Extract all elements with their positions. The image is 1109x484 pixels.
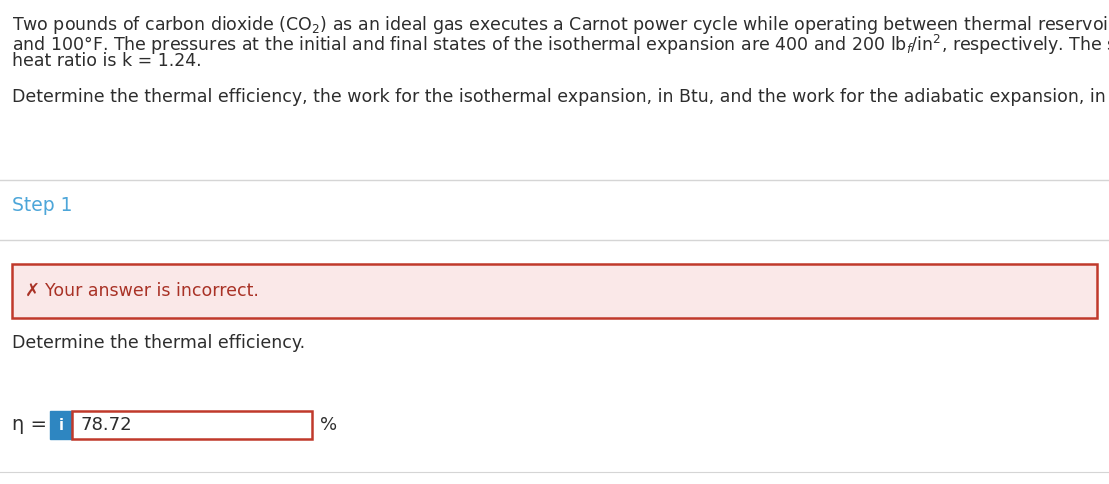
Text: 78.72: 78.72 (80, 416, 132, 434)
Text: η =: η = (12, 415, 47, 435)
Text: i: i (59, 418, 63, 433)
Text: Your answer is incorrect.: Your answer is incorrect. (45, 282, 260, 300)
Text: Determine the thermal efficiency.: Determine the thermal efficiency. (12, 334, 305, 352)
Text: %: % (321, 416, 337, 434)
Text: Two pounds of carbon dioxide (CO$_2$) as an ideal gas executes a Carnot power cy: Two pounds of carbon dioxide (CO$_2$) as… (12, 14, 1109, 36)
Text: ✗: ✗ (26, 282, 40, 300)
Text: Step 1: Step 1 (12, 196, 72, 215)
Text: heat ratio is k = 1.24.: heat ratio is k = 1.24. (12, 52, 202, 70)
Text: and 100°F. The pressures at the initial and final states of the isothermal expan: and 100°F. The pressures at the initial … (12, 33, 1109, 57)
Text: Determine the thermal efficiency, the work for the isothermal expansion, in Btu,: Determine the thermal efficiency, the wo… (12, 88, 1109, 106)
